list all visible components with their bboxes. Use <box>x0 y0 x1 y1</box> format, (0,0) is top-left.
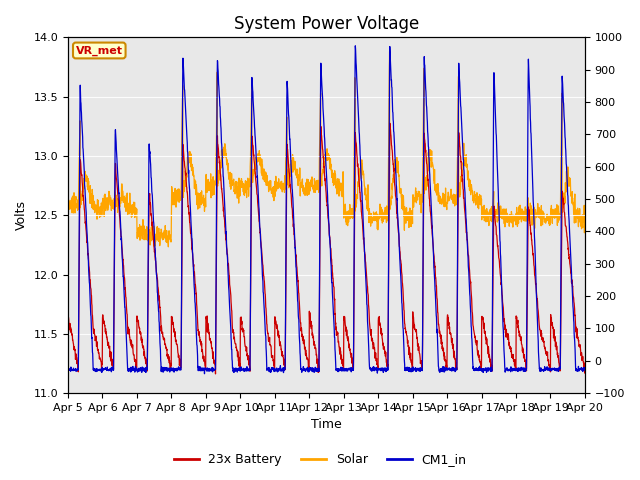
X-axis label: Time: Time <box>311 419 342 432</box>
Title: System Power Voltage: System Power Voltage <box>234 15 419 33</box>
Legend: 23x Battery, Solar, CM1_in: 23x Battery, Solar, CM1_in <box>168 448 472 471</box>
Y-axis label: Volts: Volts <box>15 200 28 230</box>
Text: VR_met: VR_met <box>76 45 123 56</box>
